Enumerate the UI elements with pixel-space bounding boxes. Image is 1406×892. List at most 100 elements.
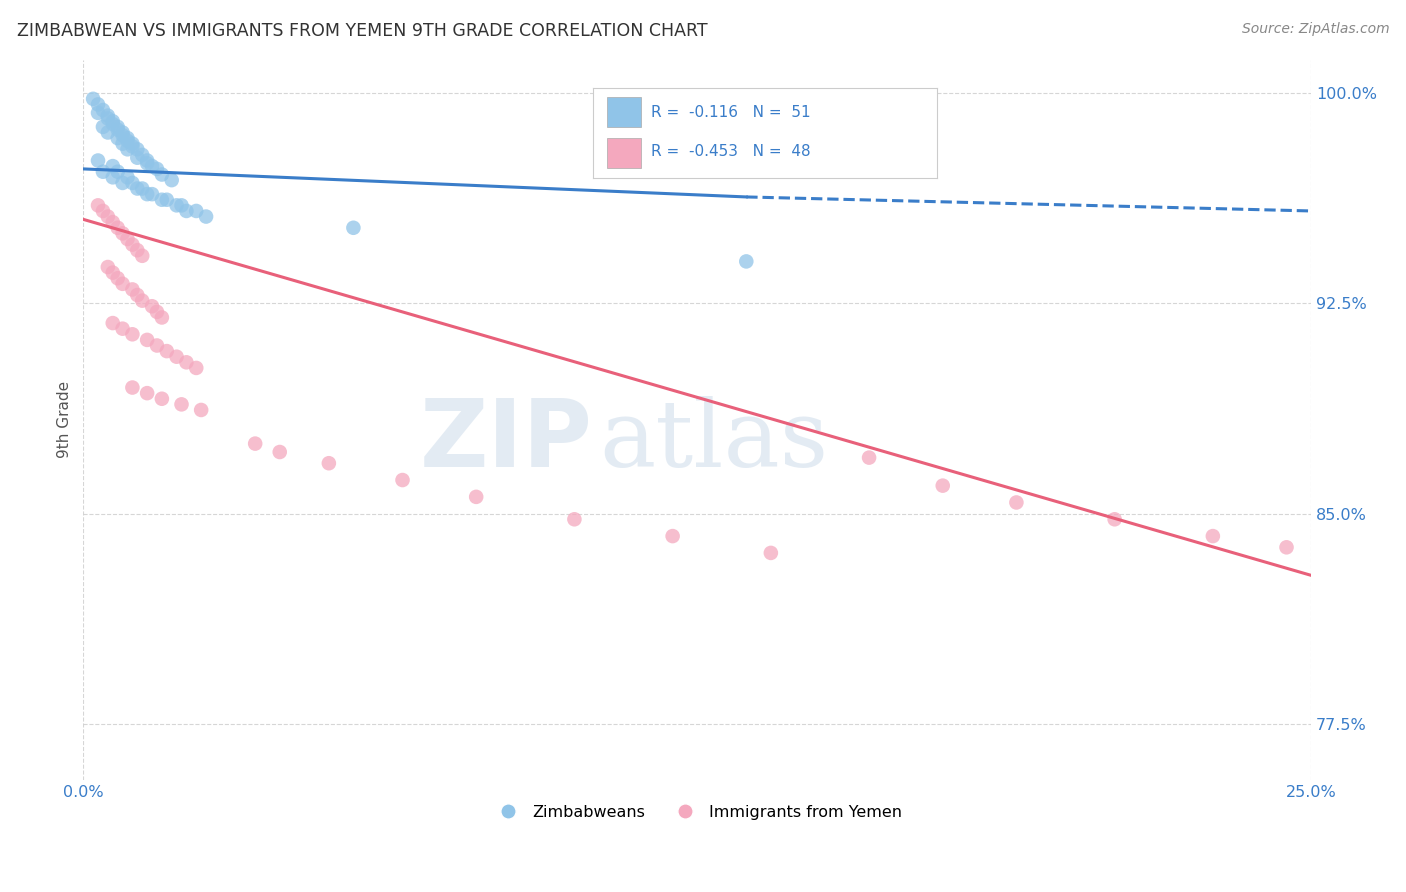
Point: [117, 232, 139, 246]
Point: [127, 142, 149, 156]
Point: [101, 215, 124, 229]
Point: [1104, 512, 1126, 526]
Point: [82, 92, 104, 106]
Point: [146, 338, 169, 352]
Point: [101, 114, 124, 128]
Point: [160, 173, 183, 187]
Point: [131, 249, 153, 263]
Point: [107, 122, 129, 136]
Point: [97, 260, 120, 274]
Point: [117, 170, 139, 185]
Point: [97, 109, 120, 123]
Point: [117, 142, 139, 156]
Point: [87, 106, 110, 120]
Point: [91, 103, 114, 117]
Point: [465, 490, 488, 504]
Point: [97, 126, 120, 140]
Point: [121, 136, 143, 151]
Point: [121, 176, 143, 190]
Point: [111, 126, 134, 140]
Point: [127, 151, 149, 165]
Point: [150, 193, 173, 207]
Point: [170, 198, 193, 212]
Point: [136, 333, 159, 347]
Point: [1005, 495, 1028, 509]
Point: [127, 288, 149, 302]
Point: [342, 220, 364, 235]
Point: [759, 546, 782, 560]
Point: [121, 139, 143, 153]
Point: [121, 380, 143, 394]
Point: [111, 136, 134, 151]
Point: [1202, 529, 1225, 543]
Point: [87, 97, 110, 112]
Point: [111, 321, 134, 335]
Point: [166, 350, 188, 364]
Point: [318, 456, 340, 470]
Point: [131, 181, 153, 195]
Point: [117, 134, 139, 148]
Point: [101, 159, 124, 173]
Point: [136, 187, 159, 202]
Point: [176, 355, 198, 369]
Point: [136, 386, 159, 401]
Point: [176, 204, 198, 219]
Point: [117, 131, 139, 145]
Point: [107, 131, 129, 145]
Point: [107, 120, 129, 134]
Point: [91, 204, 114, 219]
Point: [156, 193, 179, 207]
Point: [156, 344, 179, 359]
Point: [121, 282, 143, 296]
Point: [136, 156, 159, 170]
Point: [131, 293, 153, 308]
Point: [107, 165, 129, 179]
Point: [101, 117, 124, 131]
Point: [141, 159, 163, 173]
Point: [87, 198, 110, 212]
Point: [97, 112, 120, 126]
Point: [166, 198, 188, 212]
Point: [150, 310, 173, 325]
Y-axis label: 9th Grade: 9th Grade: [58, 381, 72, 458]
Point: [735, 254, 758, 268]
Point: [107, 220, 129, 235]
Point: [1275, 541, 1298, 555]
Point: [170, 397, 193, 411]
Point: [858, 450, 880, 465]
Point: [111, 128, 134, 143]
Point: [97, 210, 120, 224]
Point: [121, 237, 143, 252]
Point: [186, 204, 208, 219]
Point: [150, 392, 173, 406]
Point: [101, 266, 124, 280]
Point: [186, 360, 208, 375]
Point: [661, 529, 683, 543]
Point: [391, 473, 413, 487]
Point: [127, 243, 149, 257]
Point: [127, 181, 149, 195]
Point: [87, 153, 110, 168]
Point: [101, 170, 124, 185]
Point: [243, 436, 266, 450]
Point: [269, 445, 291, 459]
Text: Source: ZipAtlas.com: Source: ZipAtlas.com: [1241, 22, 1389, 37]
Point: [107, 271, 129, 285]
Point: [111, 277, 134, 291]
Point: [141, 187, 163, 202]
Point: [111, 227, 134, 241]
Point: [111, 176, 134, 190]
Point: [121, 327, 143, 342]
Point: [101, 316, 124, 330]
Point: [91, 165, 114, 179]
Point: [932, 478, 955, 492]
Point: [146, 161, 169, 176]
Point: [190, 403, 212, 417]
Point: [195, 210, 218, 224]
Legend: Zimbabweans, Immigrants from Yemen: Zimbabweans, Immigrants from Yemen: [486, 798, 908, 826]
Point: [146, 305, 169, 319]
Point: [91, 120, 114, 134]
Point: [141, 299, 163, 313]
Point: [564, 512, 586, 526]
Point: [150, 168, 173, 182]
